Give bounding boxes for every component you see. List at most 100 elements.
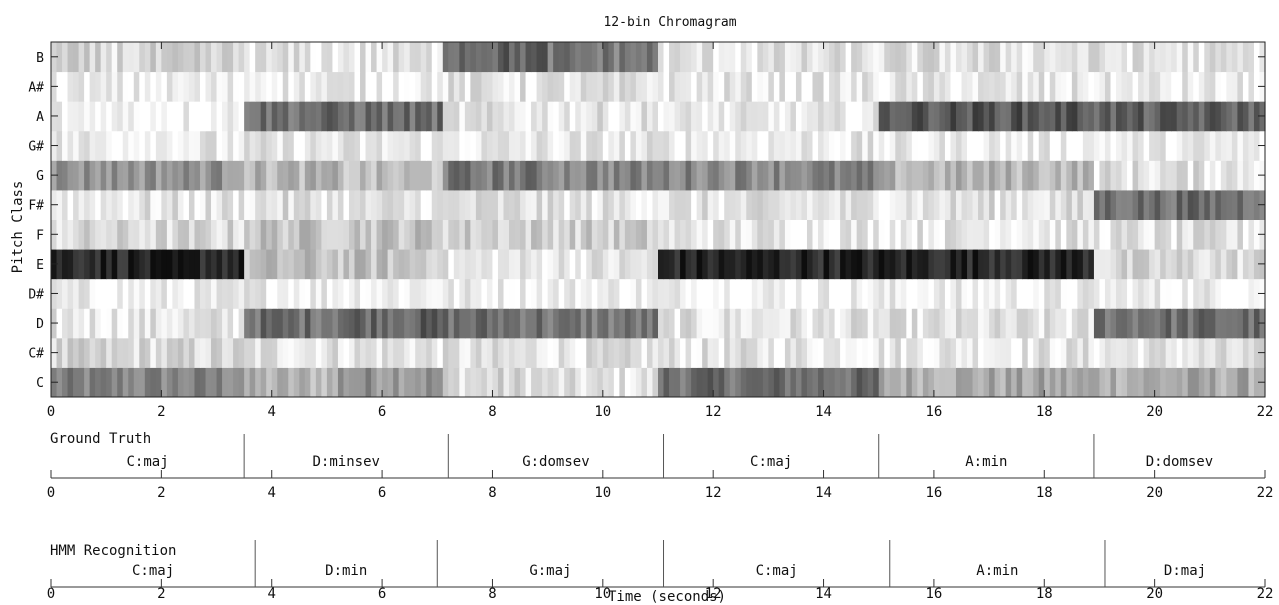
y-axis-label: Pitch Class <box>10 181 26 274</box>
chroma-cell-B-4 <box>602 42 609 73</box>
chroma-cell-F#-5 <box>856 189 863 220</box>
chroma-cell-E-5 <box>834 249 841 280</box>
chord-label: C:maj <box>132 563 174 579</box>
chroma-cell-D#-6 <box>889 278 896 309</box>
chroma-cell-G-5 <box>818 160 825 191</box>
chroma-cell-C-3 <box>481 367 488 398</box>
chroma-cell-C-6 <box>1011 367 1018 398</box>
chroma-cell-G-6 <box>1000 160 1007 191</box>
chroma-cell-C#-7 <box>1187 337 1194 368</box>
chroma-cell-A#-0 <box>183 71 190 102</box>
chroma-cell-A#-4 <box>591 71 598 102</box>
chroma-cell-C#-6 <box>1000 337 1007 368</box>
chroma-cell-E-7 <box>1215 249 1222 280</box>
chroma-cell-D-2 <box>365 308 372 339</box>
chroma-cell-G#-6 <box>939 130 946 161</box>
chroma-cell-F#-4 <box>602 189 609 220</box>
chroma-cell-B-0 <box>106 42 113 73</box>
chroma-cell-F#-6 <box>1049 189 1056 220</box>
chroma-cell-C#-5 <box>696 337 703 368</box>
chroma-cell-D#-2 <box>437 278 444 309</box>
chroma-cell-E-1 <box>288 249 295 280</box>
chroma-cell-B-5 <box>707 42 714 73</box>
chroma-cell-D#-5 <box>674 278 681 309</box>
chroma-cell-A#-3 <box>542 71 549 102</box>
chroma-cell-G#-7 <box>1176 130 1183 161</box>
chroma-cell-A-0 <box>128 101 135 132</box>
chroma-cell-E-5 <box>851 249 858 280</box>
chroma-cell-D-0 <box>128 308 135 339</box>
chroma-cell-F-6 <box>1088 219 1095 250</box>
chroma-cell-E-0 <box>111 249 118 280</box>
chroma-cell-G#-0 <box>67 130 74 161</box>
chroma-cell-C#-5 <box>779 337 786 368</box>
chroma-cell-C-6 <box>1016 367 1023 398</box>
chroma-cell-A#-3 <box>448 71 455 102</box>
chroma-cell-A-4 <box>580 101 587 132</box>
chroma-cell-G#-4 <box>597 130 604 161</box>
chroma-cell-C#-5 <box>685 337 692 368</box>
chroma-cell-G#-0 <box>111 130 118 161</box>
chroma-cell-D-5 <box>658 308 665 339</box>
timeline-tick-label: 14 <box>815 586 832 602</box>
chroma-cell-F#-5 <box>834 189 841 220</box>
chroma-cell-B-1 <box>244 42 251 73</box>
chroma-cell-C#-7 <box>1093 337 1101 368</box>
chroma-cell-C-6 <box>895 367 902 398</box>
chroma-cell-A#-4 <box>613 71 620 102</box>
chord-label: G:domsev <box>522 454 589 470</box>
chroma-cell-G-6 <box>1060 160 1067 191</box>
chroma-cell-E-7 <box>1248 249 1255 280</box>
chroma-cell-E-2 <box>398 249 405 280</box>
chroma-cell-C#-0 <box>211 337 218 368</box>
chroma-cell-E-6 <box>994 249 1001 280</box>
chroma-cell-A#-6 <box>933 71 941 102</box>
chroma-cell-C-5 <box>823 367 830 398</box>
chroma-cell-D#-6 <box>1060 278 1067 309</box>
chroma-cell-G-6 <box>950 160 957 191</box>
chroma-cell-D#-5 <box>691 278 698 309</box>
chroma-cell-C#-0 <box>95 337 102 368</box>
chroma-cell-G-0 <box>117 160 124 191</box>
chroma-cell-A-5 <box>658 101 665 132</box>
chroma-cell-C#-2 <box>426 337 433 368</box>
chroma-cell-G-3 <box>464 160 471 191</box>
chroma-cell-D-1 <box>315 308 322 339</box>
chroma-cell-A#-6 <box>884 71 891 102</box>
chroma-cell-G#-5 <box>812 130 819 161</box>
chroma-cell-A-4 <box>613 101 620 132</box>
chroma-cell-A-2 <box>354 101 361 132</box>
chroma-cell-F-4 <box>569 219 576 250</box>
chroma-cell-F#-2 <box>409 189 416 220</box>
chroma-cell-B-7 <box>1187 42 1194 73</box>
chroma-cell-C#-5 <box>729 337 736 368</box>
chroma-cell-E-5 <box>818 249 825 280</box>
chroma-cell-E-3 <box>442 249 449 280</box>
chroma-cell-A#-5 <box>801 71 808 102</box>
chroma-cell-D-5 <box>779 308 786 339</box>
chroma-cell-G-0 <box>199 160 207 191</box>
chroma-cell-B-6 <box>967 42 974 73</box>
chroma-cell-C#-0 <box>166 337 173 368</box>
chroma-cell-C#-2 <box>371 337 378 368</box>
chroma-cell-G-7 <box>1182 160 1189 191</box>
chroma-cell-G#-1 <box>255 130 262 161</box>
chroma-cell-F#-7 <box>1242 189 1250 220</box>
chroma-cell-F#-6 <box>889 189 896 220</box>
chroma-cell-F-5 <box>757 219 764 250</box>
chroma-cell-G#-0 <box>222 130 229 161</box>
chroma-cell-C#-0 <box>155 337 162 368</box>
chroma-cell-A-5 <box>801 101 808 132</box>
chroma-cell-C#-3 <box>497 337 505 368</box>
chroma-cell-E-4 <box>547 249 554 280</box>
chroma-cell-C#-0 <box>216 337 223 368</box>
chroma-cell-G-7 <box>1242 160 1250 191</box>
chroma-cell-D-5 <box>691 308 698 339</box>
chroma-cell-C#-7 <box>1160 337 1167 368</box>
chroma-cell-F#-6 <box>1011 189 1018 220</box>
chroma-cell-G#-4 <box>602 130 609 161</box>
chroma-cell-A#-0 <box>139 71 146 102</box>
chroma-cell-E-6 <box>1016 249 1023 280</box>
chroma-cell-C-2 <box>382 367 389 398</box>
chroma-cell-D#-3 <box>459 278 466 309</box>
